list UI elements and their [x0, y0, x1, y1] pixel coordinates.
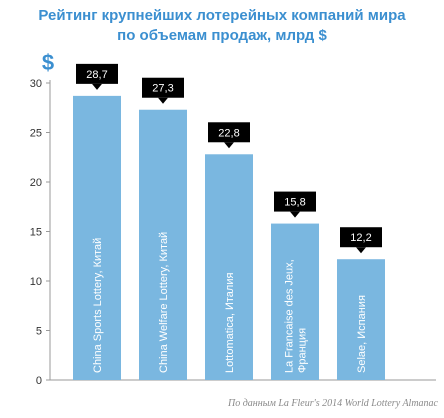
chart-title: Рейтинг крупнейших лотерейных компаний м… — [0, 6, 444, 46]
category-label: Lottomatica, Италия — [224, 273, 236, 373]
value-label: 27,3 — [152, 83, 173, 95]
value-label-box — [142, 77, 184, 98]
value-label-pointer — [92, 83, 102, 90]
y-tick-label: 0 — [36, 375, 42, 387]
value-label-box — [274, 191, 316, 212]
value-label-box — [208, 122, 250, 143]
chart-title-line-1: Рейтинг крупнейших лотерейных компаний м… — [38, 7, 406, 24]
value-labels: 28,7 27,3 22,8 15,8 12,2 — [76, 63, 382, 254]
chart-title-line-2: по объемам продаж, млрд $ — [117, 27, 327, 44]
value-label-box — [76, 63, 118, 84]
value-label-pointer — [224, 142, 234, 149]
value-label: 15,8 — [284, 197, 305, 209]
bars — [73, 95, 385, 381]
bar — [139, 109, 187, 380]
y-tick-label: 15 — [30, 227, 42, 239]
y-tick-label: 25 — [30, 128, 42, 140]
y-tick-label: 5 — [36, 326, 42, 338]
y-axis-unit-label: $ — [42, 50, 54, 75]
source-note: По данным La Fleur's 2014 World Lottery … — [227, 398, 439, 409]
category-label: La Francaise des Jeux, — [284, 259, 296, 373]
bar — [337, 259, 385, 380]
y-tick-label: 30 — [30, 78, 42, 90]
value-label-box — [340, 227, 382, 248]
value-label: 28,7 — [86, 69, 107, 81]
bar — [271, 223, 319, 380]
value-label-pointer — [356, 247, 366, 254]
value-label-pointer — [290, 211, 300, 218]
category-label: China Welfare Lottery, Китай — [158, 232, 170, 373]
bar — [73, 95, 121, 381]
category-labels: China Sports Lottery, Китай China Welfare… — [92, 232, 368, 373]
y-tick-label: 10 — [30, 276, 42, 288]
bar — [205, 154, 253, 380]
value-label-pointer — [158, 97, 168, 104]
category-label: Франция — [297, 328, 309, 373]
value-label: 22,8 — [218, 127, 239, 139]
category-label: China Sports Lottery, Китай — [92, 238, 104, 373]
category-label: Selae, Испания — [356, 295, 368, 373]
y-tick-label: 20 — [30, 177, 42, 189]
value-label: 12,2 — [350, 232, 371, 244]
